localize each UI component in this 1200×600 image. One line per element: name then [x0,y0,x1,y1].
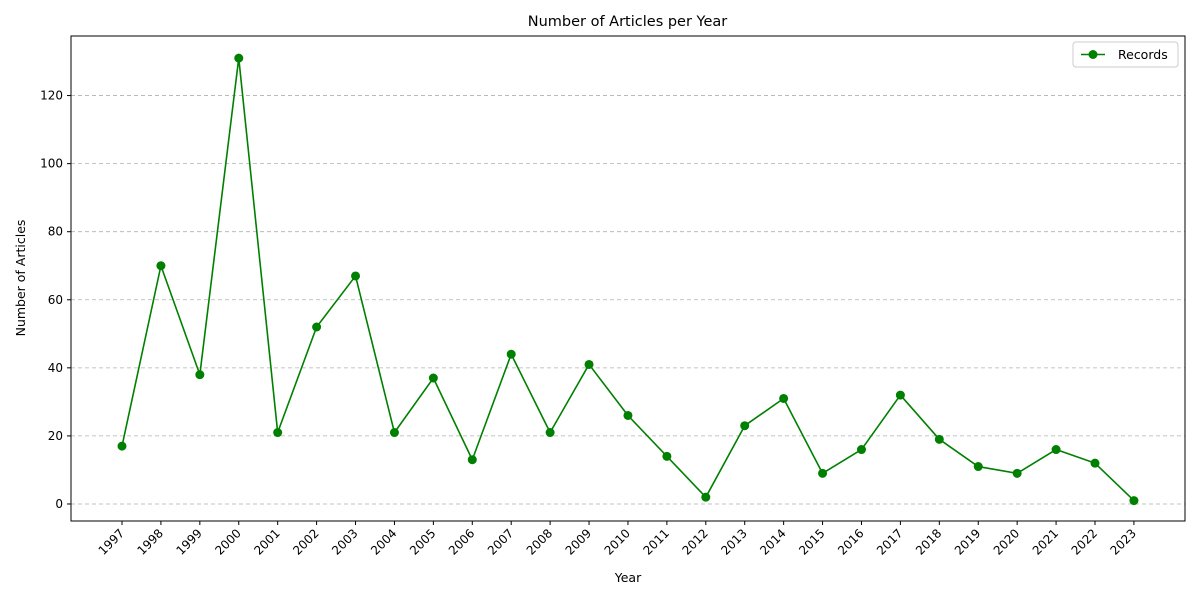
y-axis-label: Number of Articles [13,220,28,337]
legend-frame [1072,41,1179,68]
y-tick-label: 20 [48,429,63,443]
data-point [156,261,166,271]
data-point [506,349,516,359]
y-tick-label: 80 [48,225,63,239]
data-point [818,468,828,478]
data-point [545,428,555,438]
legend-marker-sample [1088,50,1098,59]
data-point [312,322,322,332]
x-axis-label: Year [614,570,642,585]
data-point [273,428,283,438]
data-point [740,421,750,431]
data-point [934,434,944,444]
y-axis: 0 20 40 60 80 100 120 [40,89,71,511]
y-tick-label: 40 [48,361,63,375]
data-point [117,441,127,451]
data-point [1090,458,1100,468]
y-tick-label: 120 [40,89,63,103]
data-point [973,462,983,472]
data-point [856,445,866,455]
data-point [351,271,361,281]
data-point [584,359,594,369]
data-point [467,455,477,465]
data-point [779,393,789,403]
y-tick-label: 0 [55,497,63,511]
y-tick-label: 100 [40,157,63,171]
data-point [1051,445,1061,455]
data-point [895,390,905,400]
data-point [1129,496,1139,506]
legend-entry-records: Records [1118,47,1168,62]
data-point [1012,468,1022,478]
data-point [428,373,438,383]
legend: Records [1072,41,1179,68]
chart-title: Number of Articles per Year [528,14,728,30]
series-layer [117,53,1139,506]
data-point [662,451,672,461]
data-point [234,53,244,63]
data-point [701,492,711,502]
data-point [389,428,399,438]
data-point [623,410,633,420]
y-tick-label: 60 [48,293,63,307]
data-point [195,370,205,380]
